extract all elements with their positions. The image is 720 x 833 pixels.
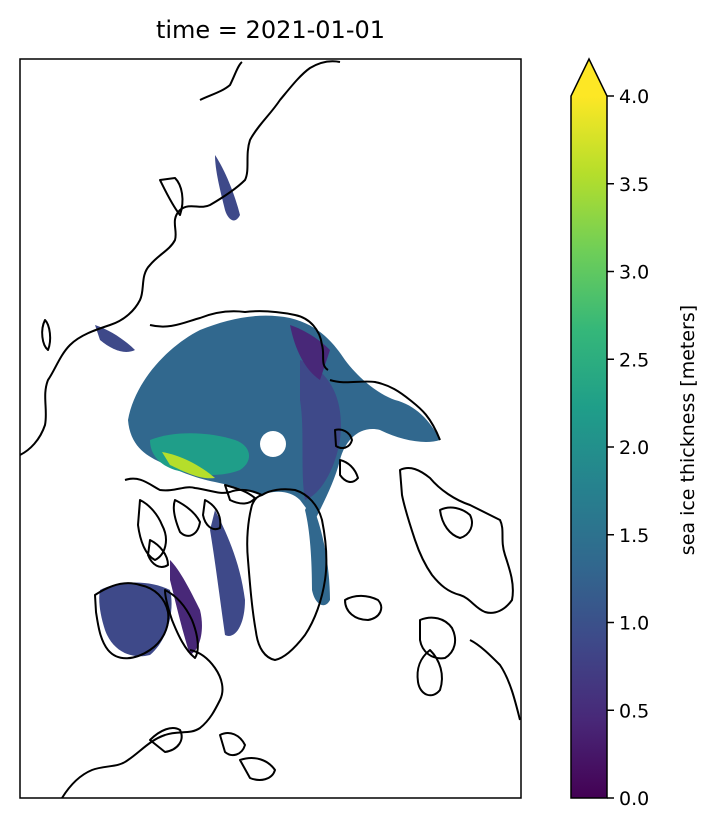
colorbar-tick-label: 1.5	[619, 525, 649, 547]
colorbar-label: sea ice thickness [meters]	[677, 305, 699, 555]
plot-title: time = 2021-01-01	[155, 16, 386, 44]
colorbar-tick-label: 2.0	[619, 437, 649, 459]
colorbar: 0.0 0.5 1.0 1.5 2.0 2.5 3.0 3.5 4.0 sea ice thic…	[570, 57, 699, 810]
colorbar-tick-label: 4.0	[619, 86, 649, 108]
coastlines	[20, 60, 521, 798]
colorbar-tick-label: 3.5	[619, 174, 649, 196]
colorbar-tick-label: 3.0	[619, 262, 649, 284]
colorbar-tick-label: 1.0	[619, 613, 649, 635]
colorbar-extend-max	[571, 59, 607, 96]
map-frame	[19, 58, 522, 799]
colorbar-tick-label: 0.0	[619, 788, 649, 810]
sea-ice-area	[95, 155, 440, 657]
colorbar-tick-label: 2.5	[619, 349, 649, 371]
colorbar-tick-label: 0.5	[619, 700, 649, 722]
pole-hole	[260, 431, 286, 457]
